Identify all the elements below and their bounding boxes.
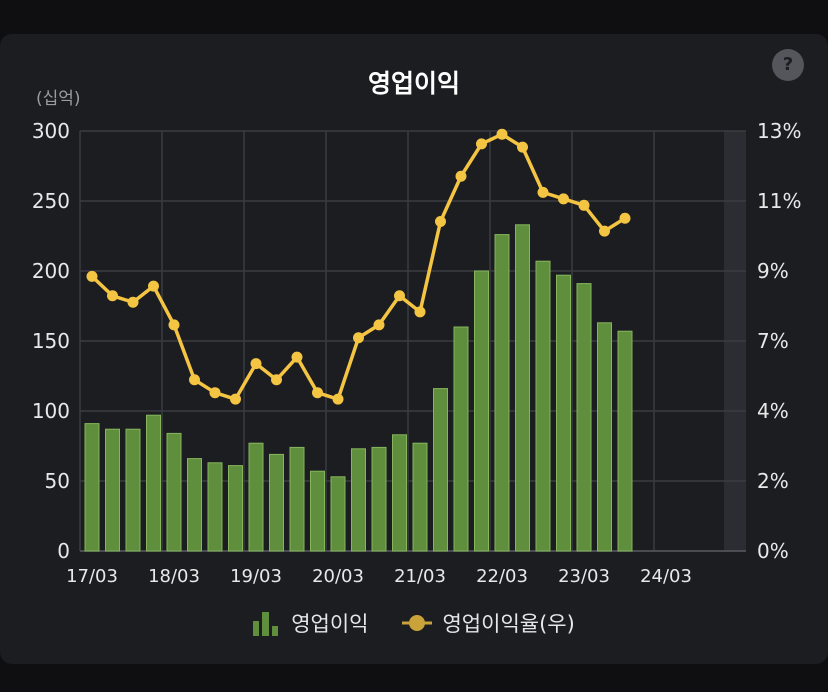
bar-operating-profit (351, 448, 366, 552)
line-legend-icon (402, 615, 433, 631)
bar-operating-profit (412, 442, 428, 552)
x-tick-label: 23/03 (558, 566, 610, 587)
bar-operating-profit (576, 283, 592, 552)
point-operating-margin (250, 358, 262, 370)
bar-operating-profit (556, 274, 571, 552)
legend-label-operating-profit: 영업이익 (291, 612, 369, 636)
bar-operating-profit (535, 260, 551, 552)
point-operating-margin (332, 393, 344, 405)
point-operating-margin (394, 290, 405, 302)
x-tick-label: 18/03 (148, 566, 200, 587)
chart-title: 영업이익 (367, 69, 460, 98)
x-tick-label: 22/03 (476, 566, 528, 587)
bar-operating-profit (228, 465, 243, 552)
point-operating-margin (455, 170, 467, 182)
bar-operating-profit (187, 458, 202, 552)
point-operating-margin (476, 138, 487, 150)
legend-item-operating-margin[interactable]: 영업이익율(우) (402, 608, 575, 638)
point-operating-margin (517, 141, 528, 153)
point-operating-margin (230, 393, 241, 405)
point-operating-margin (271, 374, 282, 386)
y-tick-label: 250 (32, 189, 70, 213)
x-tick-label: 20/03 (312, 566, 364, 587)
y2-tick-label: 9% (757, 259, 789, 283)
bar-operating-profit (146, 414, 161, 552)
point-operating-margin (86, 270, 98, 282)
y-axis-unit-label: (십억) (36, 89, 81, 109)
point-operating-margin (312, 387, 323, 399)
point-operating-margin (537, 186, 549, 198)
bar-operating-profit (166, 432, 182, 552)
chart-card (0, 34, 828, 664)
point-operating-margin (353, 332, 364, 344)
point-operating-margin (414, 306, 426, 318)
y-tick-label: 0 (57, 539, 70, 563)
point-operating-margin (291, 351, 303, 363)
point-operating-margin (189, 374, 200, 386)
y-tick-label: 100 (32, 399, 70, 423)
point-operating-margin (127, 296, 139, 308)
help-icon[interactable]: ? (772, 49, 804, 81)
y-tick-label: 150 (32, 329, 70, 353)
bar-operating-profit (269, 453, 284, 552)
x-tick-label: 17/03 (66, 566, 118, 587)
bar-operating-profit (453, 326, 469, 552)
y2-tick-label: 2% (757, 469, 789, 493)
point-operating-margin (619, 212, 631, 224)
bar-operating-profit (515, 224, 530, 552)
legend-item-operating-profit[interactable]: 영업이익 (253, 608, 368, 638)
point-operating-margin (435, 215, 446, 227)
bar-operating-profit (105, 428, 120, 552)
bar-operating-profit (371, 446, 387, 552)
bar-operating-profit (433, 388, 448, 552)
chart-legend: 영업이익 영업이익율(우) (0, 608, 828, 638)
point-operating-margin (148, 280, 159, 292)
point-operating-margin (209, 387, 221, 399)
point-operating-margin (496, 128, 508, 140)
bar-operating-profit (494, 234, 510, 552)
bar-operating-profit (248, 442, 264, 552)
bar-operating-profit (617, 330, 633, 552)
bar-operating-profit (330, 476, 346, 552)
bar-operating-profit (392, 434, 407, 552)
point-operating-margin (578, 199, 590, 211)
legend-label-operating-margin: 영업이익율(우) (442, 612, 575, 636)
y2-tick-label: 4% (757, 399, 789, 423)
y-tick-label: 200 (32, 259, 70, 283)
bar-operating-profit (84, 423, 100, 552)
bar-operating-profit (207, 462, 223, 552)
x-tick-label: 19/03 (230, 566, 282, 587)
bar-operating-profit (310, 470, 325, 552)
x-tick-label: 21/03 (394, 566, 446, 587)
point-operating-margin (107, 290, 118, 302)
bar-operating-profit (597, 322, 612, 552)
point-operating-margin (558, 193, 569, 205)
bar-operating-profit (289, 446, 305, 552)
y-tick-label: 50 (45, 469, 70, 493)
y2-tick-label: 13% (757, 119, 801, 143)
bar-operating-profit (125, 428, 141, 552)
y2-tick-label: 11% (757, 189, 801, 213)
y2-tick-label: 7% (757, 329, 789, 353)
bar-legend-icon (253, 612, 279, 636)
point-operating-margin (599, 225, 610, 237)
bar-operating-profit (474, 270, 489, 552)
y-tick-label: 300 (32, 119, 70, 143)
point-operating-margin (373, 319, 385, 331)
x-tick-label: 24/03 (640, 566, 692, 587)
y2-tick-label: 0% (757, 539, 789, 563)
point-operating-margin (168, 319, 180, 331)
